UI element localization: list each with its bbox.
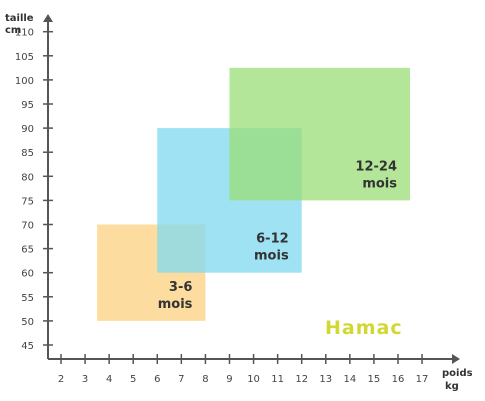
region-label-1: 6-12 mois bbox=[254, 232, 289, 264]
x-axis-title-line2: kg bbox=[445, 381, 459, 392]
x-tick-label: 10 bbox=[247, 374, 260, 385]
region-label-2: 12-24 mois bbox=[355, 159, 397, 191]
x-tick-label: 11 bbox=[271, 374, 284, 385]
x-tick-label: 5 bbox=[130, 374, 136, 385]
x-tick-label: 8 bbox=[202, 374, 208, 385]
y-tick-label: 85 bbox=[21, 148, 34, 159]
x-tick-label: 3 bbox=[82, 374, 88, 385]
x-tick-label: 13 bbox=[319, 374, 332, 385]
y-axis-title-line2: cm bbox=[5, 25, 21, 36]
x-tick-label: 14 bbox=[343, 374, 356, 385]
x-tick-label: 7 bbox=[178, 374, 184, 385]
y-tick-label: 65 bbox=[21, 245, 34, 256]
region-12-24-mois bbox=[229, 67, 411, 201]
x-tick-label: 4 bbox=[106, 374, 112, 385]
y-tick-label: 105 bbox=[15, 52, 34, 63]
region-label-line: 6-12 bbox=[256, 232, 289, 247]
y-axis-title-line1: taille bbox=[5, 13, 34, 24]
x-tick-label: 17 bbox=[416, 374, 429, 385]
region-label-0: 3-6 mois bbox=[158, 280, 193, 312]
region-label-line: mois bbox=[362, 176, 397, 191]
axes bbox=[43, 14, 460, 364]
y-tick-label: 45 bbox=[21, 341, 34, 352]
region-labels: 3-6 mois 6-12 mois 12-24 mois bbox=[158, 159, 398, 312]
ticks: 2 3 4 5 6 7 8 9 10 11 12 13 14 15 16 174550556065707580… bbox=[15, 28, 429, 385]
x-tick-label: 15 bbox=[368, 374, 381, 385]
y-tick-label: 100 bbox=[15, 76, 34, 87]
y-tick-label: 80 bbox=[21, 172, 34, 183]
region-label-line: 3-6 bbox=[169, 280, 193, 295]
x-axis-arrow bbox=[452, 354, 460, 364]
x-tick-label: 2 bbox=[58, 374, 64, 385]
x-tick-label: 16 bbox=[392, 374, 405, 385]
y-tick-label: 60 bbox=[21, 269, 34, 280]
y-tick-label: 55 bbox=[21, 293, 34, 304]
x-tick-label: 9 bbox=[226, 374, 232, 385]
y-tick-label: 75 bbox=[21, 196, 34, 207]
hamac-logo: Hamac bbox=[325, 317, 403, 339]
region-label-line: mois bbox=[254, 249, 289, 264]
age-regions bbox=[97, 67, 411, 321]
region-label-line: 12-24 bbox=[355, 159, 397, 174]
x-axis-title-line1: poids bbox=[442, 368, 473, 379]
y-tick-label: 90 bbox=[21, 124, 34, 135]
y-tick-label: 95 bbox=[21, 100, 34, 111]
y-axis-arrow bbox=[43, 14, 53, 22]
region-label-line: mois bbox=[158, 297, 193, 312]
x-tick-label: 12 bbox=[295, 374, 308, 385]
x-tick-label: 6 bbox=[154, 374, 160, 385]
y-tick-label: 50 bbox=[21, 317, 34, 328]
y-tick-label: 110 bbox=[15, 28, 34, 39]
y-tick-label: 70 bbox=[21, 221, 34, 232]
